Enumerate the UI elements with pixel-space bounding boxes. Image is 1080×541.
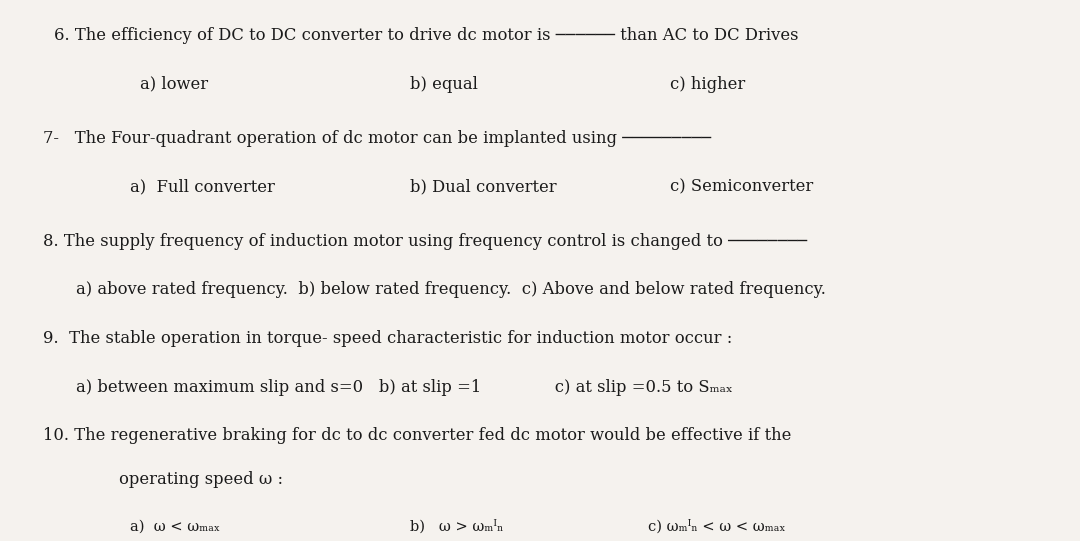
Text: c) Semiconverter: c) Semiconverter xyxy=(670,179,813,195)
Text: 8. The supply frequency of induction motor using frequency control is changed to: 8. The supply frequency of induction mot… xyxy=(43,233,808,249)
Text: operating speed ω :: operating speed ω : xyxy=(119,471,283,487)
Text: a) between maximum slip and s=0   b) at slip =1              c) at slip =0.5 to : a) between maximum slip and s=0 b) at sl… xyxy=(76,379,732,395)
Text: a)  ω < ωₘₐₓ: a) ω < ωₘₐₓ xyxy=(130,519,219,533)
Text: b)   ω > ωₘᴵₙ: b) ω > ωₘᴵₙ xyxy=(410,519,504,534)
Text: b) equal: b) equal xyxy=(410,76,478,93)
Text: a) above rated frequency.  b) below rated frequency.  c) Above and below rated f: a) above rated frequency. b) below rated… xyxy=(76,281,825,298)
Text: c) higher: c) higher xyxy=(670,76,745,93)
Text: 9.  The stable operation in torque- speed characteristic for induction motor occ: 9. The stable operation in torque- speed… xyxy=(43,330,732,347)
Text: 10. The regenerative braking for dc to dc converter fed dc motor would be effect: 10. The regenerative braking for dc to d… xyxy=(43,427,792,444)
Text: b) Dual converter: b) Dual converter xyxy=(410,179,557,195)
Text: c) ωₘᴵₙ < ω < ωₘₐₓ: c) ωₘᴵₙ < ω < ωₘₐₓ xyxy=(648,519,785,534)
Text: a) lower: a) lower xyxy=(140,76,208,93)
Text: 7-   The Four-quadrant operation of dc motor can be implanted using ─────────: 7- The Four-quadrant operation of dc mot… xyxy=(43,130,712,147)
Text: 6. The efficiency of DC to DC converter to drive dc motor is ────── than AC to D: 6. The efficiency of DC to DC converter … xyxy=(54,27,798,44)
Text: a)  Full converter: a) Full converter xyxy=(130,179,274,195)
